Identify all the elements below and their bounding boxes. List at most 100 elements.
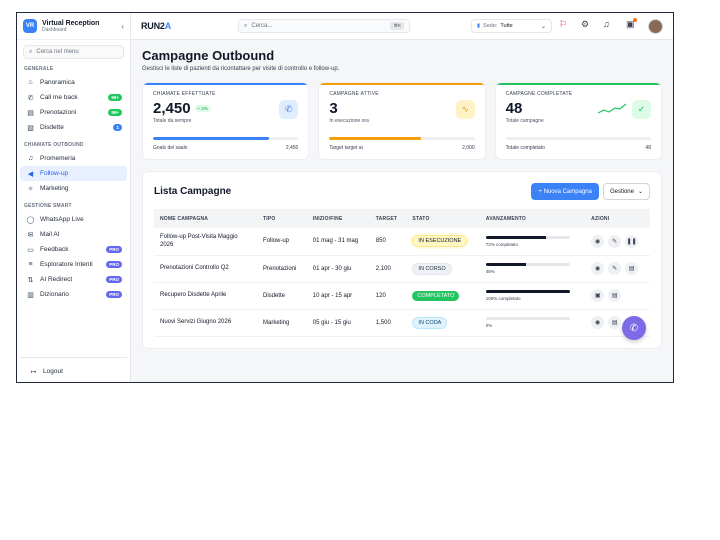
notes-icon[interactable]: ▣ bbox=[626, 19, 635, 29]
sidebar-item-call-me-back[interactable]: ✆ Call me back 99+ bbox=[20, 90, 127, 105]
stat-label: CAMPAGNE COMPLETATE bbox=[505, 91, 573, 97]
stat-caption: Totale campagne bbox=[505, 118, 544, 124]
sidebar-item-prenotazioni[interactable]: ▤ Prenotazioni 99+ bbox=[20, 105, 127, 120]
activity-icon: ∿ bbox=[455, 100, 475, 119]
stat-card: CAMPAGNE COMPLETATE 48 Totale campagne ✓… bbox=[494, 82, 662, 160]
sidebar-item-label: Prenotazioni bbox=[40, 109, 77, 116]
campaign-progress-cell: 48% bbox=[479, 255, 586, 283]
sidebar-item-dizionario[interactable]: ▥ Dizionario PRO bbox=[20, 287, 127, 302]
sidebar-badge: 99+ bbox=[108, 94, 122, 101]
table-row[interactable]: Follow-up Post-Visita Maggio 2026 Follow… bbox=[154, 228, 650, 256]
manage-button[interactable]: Gestione ⌄ bbox=[602, 183, 650, 200]
sidebar-section-title: CHIAMATE OUTBOUND bbox=[24, 142, 84, 148]
phone-icon: ✆ bbox=[27, 94, 34, 102]
sidebar-item-follow-up[interactable]: ◀ Follow-up bbox=[20, 166, 127, 181]
sidebar-section-title: GESTIONE SMART bbox=[24, 203, 72, 209]
sidebar-badge: PRO bbox=[106, 261, 122, 268]
search-icon: ⌕ bbox=[29, 48, 33, 55]
table-row[interactable]: Recupero Disdette Aprile Disdette 10 apr… bbox=[154, 282, 650, 310]
sede-select[interactable]: ▮ Sede: Tutte ⌄ bbox=[471, 19, 552, 33]
sidebar-item-label: Disdette bbox=[40, 124, 64, 131]
stat-delta-badge: + 2% bbox=[194, 105, 211, 112]
gear-icon[interactable]: ⚙ bbox=[581, 19, 590, 29]
calendar-x-icon: ▧ bbox=[27, 124, 34, 132]
sidebar: VR Virtual Reception Dashboard ‹ ⌕ Cerca… bbox=[17, 13, 131, 382]
sidebar-item-whatsapp-live[interactable]: ◯ WhatsApp Live bbox=[20, 212, 127, 227]
campaign-target: 120 bbox=[369, 282, 407, 310]
campaign-dates: 05 giu - 15 giu bbox=[306, 309, 370, 337]
stat-foot-label: Goals del saalo bbox=[153, 145, 188, 151]
sidebar-item-label: Panoramica bbox=[40, 79, 75, 86]
logout-button[interactable]: ↦ Logout bbox=[23, 364, 124, 379]
campaign-name: Recupero Disdette Aprile bbox=[154, 282, 257, 310]
campaign-status-cell: COMPLETATO bbox=[406, 282, 480, 310]
row-actions: ◉ ✎ ❚❚ bbox=[585, 228, 650, 256]
megaphone-icon: ◀ bbox=[27, 170, 34, 178]
column-header: NOME CAMPAGNA bbox=[154, 209, 257, 228]
campaign-dates: 01 mag - 31 mag bbox=[306, 228, 370, 256]
eye-button[interactable]: ◉ bbox=[591, 316, 605, 329]
bell-icon[interactable]: ♫ bbox=[603, 19, 610, 29]
redirect-icon: ⇅ bbox=[27, 276, 34, 284]
stat-foot-value: 2,000 bbox=[462, 145, 475, 151]
campaign-status-cell: IN CODA bbox=[406, 309, 480, 337]
sidebar-item-promemeria[interactable]: ♫ Promemeria bbox=[20, 151, 127, 166]
status-badge: COMPLETATO bbox=[412, 290, 460, 301]
edit-icon: ✎ bbox=[612, 238, 618, 245]
menu-search-input[interactable]: ⌕ Cerca nel menu bbox=[23, 45, 124, 59]
edit-button[interactable]: ✎ bbox=[608, 262, 622, 275]
phone-icon: ✆ bbox=[279, 100, 299, 119]
app-logo[interactable]: RUN2A bbox=[141, 21, 172, 31]
app-window: VR Virtual Reception Dashboard ‹ ⌕ Cerca… bbox=[16, 12, 674, 383]
new-campaign-button[interactable]: + Nuova Campagna bbox=[531, 183, 599, 200]
sidebar-item-label: Call me back bbox=[40, 94, 78, 101]
avatar[interactable] bbox=[648, 19, 663, 34]
archive-button[interactable]: ▣ bbox=[591, 289, 605, 302]
chevron-down-icon: ⌄ bbox=[637, 189, 643, 195]
campaign-type: Disdette bbox=[257, 282, 307, 310]
global-search-input[interactable]: ⌕ Cerca... ⌘K bbox=[238, 19, 410, 33]
document-button[interactable]: ▤ bbox=[608, 289, 622, 302]
sidebar-item-disdette[interactable]: ▧ Disdette 1 bbox=[20, 120, 127, 135]
pause-button[interactable]: ❚❚ bbox=[625, 234, 639, 248]
book-icon: ▥ bbox=[27, 291, 34, 299]
global-search-placeholder: Cerca... bbox=[251, 23, 273, 29]
sede-value: Tutte bbox=[500, 23, 513, 29]
document-button[interactable]: ▤ bbox=[608, 316, 622, 329]
stat-value: 2,450 bbox=[153, 100, 191, 117]
column-header: TARGET bbox=[369, 209, 407, 228]
phone-icon: ✆ bbox=[629, 322, 639, 334]
stat-foot-label: Totale completato bbox=[505, 145, 545, 151]
eye-button[interactable]: ◉ bbox=[591, 234, 605, 248]
table-row[interactable]: Prenotazioni Controllo Q2 Prenotazioni 0… bbox=[154, 255, 650, 283]
sidebar-item-marketing[interactable]: ✧ Marketing bbox=[20, 181, 127, 196]
check-circle-icon: ✓ bbox=[631, 100, 651, 119]
progress-text: 0% bbox=[485, 323, 493, 328]
progress-text: 100% completato bbox=[485, 296, 521, 301]
flag-icon[interactable]: ⚐ bbox=[559, 19, 568, 29]
column-header: TIPO bbox=[257, 209, 307, 228]
document-icon: ▤ bbox=[611, 293, 618, 299]
column-header: INIZIO/FINE bbox=[306, 209, 370, 228]
table-row[interactable]: Nuovi Servizi Giugno 2026 Marketing 05 g… bbox=[154, 309, 650, 337]
eye-button[interactable]: ◉ bbox=[591, 262, 605, 275]
collapse-sidebar-icon[interactable]: ‹ bbox=[121, 21, 124, 31]
sidebar-item-ai-redirect[interactable]: ⇅ AI Redirect PRO bbox=[20, 272, 127, 287]
sidebar-item-feedback[interactable]: ▭ Feedback PRO bbox=[20, 242, 127, 257]
document-button[interactable]: ▤ bbox=[625, 262, 639, 275]
calendar-icon: ▤ bbox=[27, 109, 34, 117]
campaign-target: 850 bbox=[369, 228, 407, 256]
chevron-down-icon: ⌄ bbox=[540, 23, 546, 30]
sidebar-item-esploratore-intenti[interactable]: ≡ Esploratore Intenti PRO bbox=[20, 257, 127, 272]
column-header: AZIONI bbox=[585, 209, 650, 228]
sidebar-badge: 99+ bbox=[108, 109, 122, 116]
edit-button[interactable]: ✎ bbox=[608, 234, 622, 248]
sidebar-item-mail-ai[interactable]: ✉ Mail AI bbox=[20, 227, 127, 242]
edit-icon: ✎ bbox=[612, 266, 618, 272]
home-icon: ⌂ bbox=[28, 79, 33, 86]
campaign-progress-cell: 72% completato bbox=[479, 228, 586, 256]
sidebar-item-panoramica[interactable]: ⌂ Panoramica bbox=[20, 75, 127, 90]
location-icon: ▮ bbox=[477, 23, 481, 29]
assistant-call-button[interactable]: ✆ bbox=[622, 316, 646, 340]
stat-foot-value: 2,450 bbox=[285, 145, 299, 151]
